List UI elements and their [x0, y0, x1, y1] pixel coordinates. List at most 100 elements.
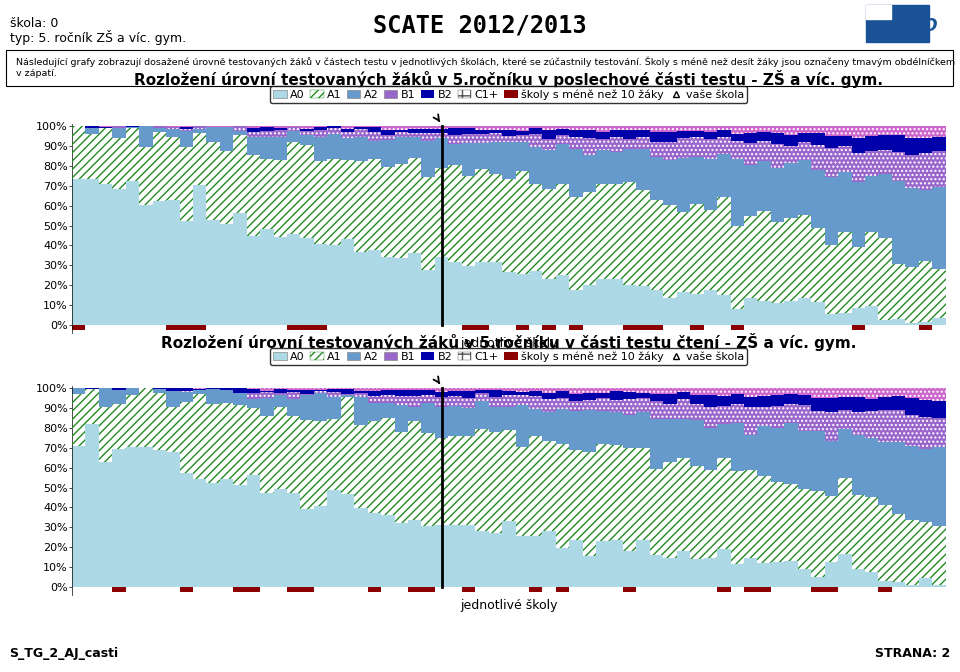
Bar	[932, 151, 946, 187]
Bar	[99, 388, 112, 407]
Bar	[731, 394, 744, 405]
Bar	[636, 137, 650, 149]
Bar	[852, 247, 865, 308]
Bar	[381, 388, 395, 390]
Bar	[717, 137, 731, 154]
Bar	[180, 147, 193, 221]
Bar	[502, 126, 516, 130]
Bar	[274, 126, 287, 128]
Bar	[650, 126, 663, 132]
Bar	[569, 136, 583, 149]
Bar	[247, 407, 260, 475]
Bar	[811, 587, 825, 592]
Bar	[247, 475, 260, 587]
Bar	[314, 130, 327, 137]
Bar	[166, 452, 180, 587]
Bar	[475, 262, 489, 325]
Bar	[838, 313, 852, 325]
Bar	[677, 158, 690, 212]
Bar	[623, 388, 636, 392]
Bar	[233, 392, 247, 405]
Bar	[596, 444, 610, 541]
Bar	[704, 138, 717, 159]
Bar	[569, 388, 583, 394]
Bar	[72, 394, 85, 446]
Bar	[704, 558, 717, 587]
Bar	[126, 181, 139, 325]
Bar	[260, 398, 274, 416]
Bar	[395, 388, 408, 390]
Bar	[287, 399, 300, 416]
Bar	[408, 388, 421, 390]
Bar	[905, 398, 919, 415]
Bar	[784, 300, 798, 325]
Bar	[704, 138, 717, 159]
Bar	[153, 392, 166, 450]
Bar	[448, 396, 462, 406]
Bar	[180, 403, 193, 473]
Bar	[932, 526, 946, 585]
Bar	[139, 147, 153, 205]
Bar	[395, 126, 408, 130]
Bar	[677, 212, 690, 292]
Bar	[852, 126, 865, 138]
Bar	[878, 581, 892, 587]
Bar	[650, 132, 663, 142]
Bar	[650, 394, 663, 401]
Bar	[529, 536, 542, 587]
Bar	[636, 448, 650, 540]
Bar	[516, 392, 529, 394]
Bar	[892, 388, 905, 396]
Bar	[153, 450, 166, 587]
Bar	[784, 126, 798, 134]
Bar	[757, 300, 771, 325]
Bar	[421, 395, 435, 403]
Bar	[556, 444, 569, 548]
Bar	[287, 388, 300, 390]
Bar	[462, 435, 475, 526]
Bar	[327, 491, 341, 587]
Bar	[731, 564, 744, 587]
Bar	[435, 392, 448, 396]
Bar	[435, 133, 448, 138]
Bar	[99, 128, 112, 184]
Bar	[408, 132, 421, 136]
Bar	[852, 435, 865, 495]
Bar	[166, 390, 180, 407]
Bar	[475, 134, 489, 143]
Bar	[529, 587, 542, 592]
Bar	[610, 400, 623, 412]
Bar	[919, 521, 932, 578]
Bar	[381, 394, 395, 403]
Bar	[798, 388, 811, 394]
Bar	[610, 138, 623, 152]
Bar	[220, 479, 233, 587]
Bar	[408, 396, 421, 407]
Bar	[852, 388, 865, 397]
Bar	[99, 128, 112, 184]
Bar	[247, 587, 260, 592]
Bar	[717, 388, 731, 396]
Bar	[502, 136, 516, 142]
Bar	[610, 391, 623, 400]
Bar	[852, 397, 865, 412]
Bar	[448, 144, 462, 165]
Bar	[825, 177, 838, 245]
Bar	[529, 436, 542, 536]
Bar	[596, 139, 610, 151]
Bar	[193, 325, 206, 330]
Bar	[529, 134, 542, 147]
Bar	[892, 181, 905, 265]
Bar	[663, 126, 677, 132]
Bar	[381, 515, 395, 587]
Bar	[744, 143, 757, 165]
Bar	[72, 179, 85, 325]
Bar	[180, 147, 193, 221]
Bar	[932, 418, 946, 448]
Bar	[636, 190, 650, 286]
Bar	[932, 137, 946, 151]
Bar	[771, 132, 784, 144]
Bar	[233, 135, 247, 212]
Bar	[690, 204, 704, 294]
Bar	[462, 266, 475, 325]
